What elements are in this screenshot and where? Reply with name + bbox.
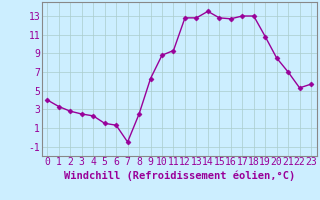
X-axis label: Windchill (Refroidissement éolien,°C): Windchill (Refroidissement éolien,°C) bbox=[64, 170, 295, 181]
